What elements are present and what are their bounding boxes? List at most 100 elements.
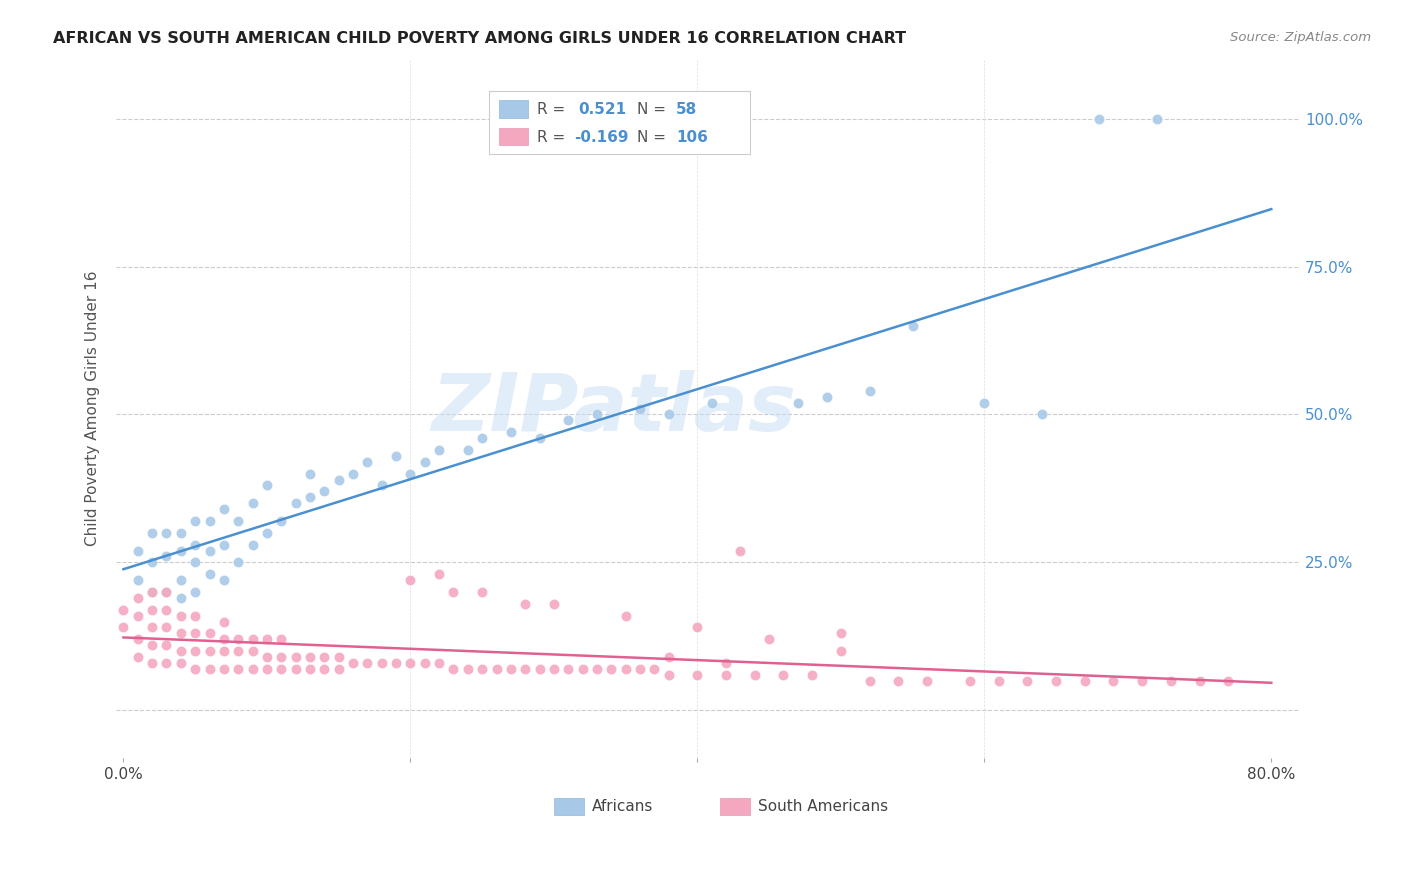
Point [1031,408,1053,422]
Text: 106: 106 [676,130,709,145]
Text: 58: 58 [676,103,697,118]
Point [141,620,163,634]
Point [427,656,450,670]
Point [686,620,709,634]
Text: 0.521: 0.521 [578,103,626,118]
Point [270,650,292,665]
Point [184,608,207,623]
Point [242,644,264,658]
Point [328,650,350,665]
Point [356,455,378,469]
Point [270,662,292,676]
Point [212,538,235,552]
Point [155,585,177,599]
Point [184,626,207,640]
Point [112,620,135,634]
Point [127,591,149,605]
Point [127,573,149,587]
Point [628,401,651,416]
Point [298,662,321,676]
Point [155,602,177,616]
Point [413,455,436,469]
Point [1218,673,1240,688]
Point [314,650,336,665]
Point [342,467,364,481]
Point [226,644,249,658]
Point [730,543,752,558]
Point [586,662,609,676]
Point [170,591,193,605]
FancyBboxPatch shape [489,91,749,153]
Point [744,667,766,681]
Text: R =: R = [537,103,569,118]
Point [212,502,235,516]
Point [443,585,465,599]
Point [543,597,565,611]
Bar [499,100,529,118]
Text: -0.169: -0.169 [575,130,628,145]
Point [1102,673,1125,688]
Point [155,620,177,634]
Point [413,656,436,670]
Point [226,555,249,569]
Point [571,662,593,676]
Point [385,656,408,670]
Point [457,662,479,676]
Point [212,573,235,587]
Point [815,390,838,404]
Point [515,597,537,611]
Point [1160,673,1182,688]
Point [614,662,637,676]
Point [155,549,177,564]
Point [328,473,350,487]
Point [643,662,665,676]
Point [242,538,264,552]
Point [356,656,378,670]
Point [155,656,177,670]
Point [529,662,551,676]
Point [471,431,494,445]
Point [772,667,794,681]
Point [141,656,163,670]
Point [242,496,264,510]
Text: AFRICAN VS SOUTH AMERICAN CHILD POVERTY AMONG GIRLS UNDER 16 CORRELATION CHART: AFRICAN VS SOUTH AMERICAN CHILD POVERTY … [53,31,907,46]
Point [686,667,709,681]
Point [127,543,149,558]
Point [170,608,193,623]
Point [212,632,235,647]
Point [284,650,307,665]
Point [270,514,292,528]
Point [1017,673,1039,688]
Point [658,667,681,681]
Point [184,662,207,676]
Point [256,632,278,647]
Point [184,585,207,599]
Point [485,662,508,676]
Point [887,673,910,688]
Point [529,431,551,445]
Point [170,656,193,670]
Point [1088,112,1111,126]
Text: South Americans: South Americans [758,799,889,814]
Point [858,673,880,688]
Point [314,662,336,676]
Point [628,662,651,676]
Point [226,514,249,528]
Point [399,573,422,587]
Point [298,650,321,665]
Point [141,585,163,599]
Point [314,484,336,499]
Point [758,632,780,647]
Point [170,573,193,587]
Bar [554,798,583,815]
Point [184,538,207,552]
Point [170,626,193,640]
Point [141,638,163,652]
Point [801,667,824,681]
Point [226,632,249,647]
Point [499,662,522,676]
Point [714,667,737,681]
Point [427,442,450,457]
Text: Source: ZipAtlas.com: Source: ZipAtlas.com [1230,31,1371,45]
Point [1130,673,1153,688]
